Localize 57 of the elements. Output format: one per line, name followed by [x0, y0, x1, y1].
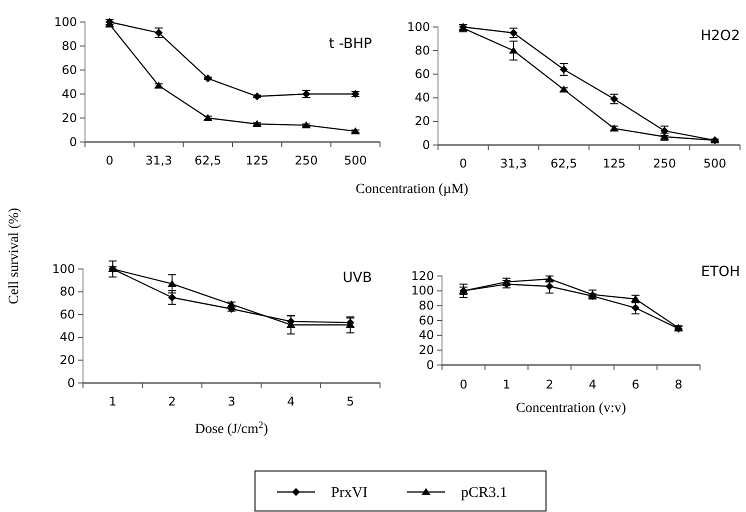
y-tick-label: 0 [69, 134, 77, 149]
x-tick-label: 4 [588, 378, 596, 392]
y-tick-label: 60 [60, 307, 75, 322]
y-tick-label: 0 [426, 358, 434, 372]
y-tick-label: 40 [418, 328, 434, 342]
x-tick-label: 2 [546, 378, 554, 392]
x-tick-label: 125 [246, 154, 269, 168]
x-tick-label: 1 [502, 378, 510, 392]
x-tick-label: 0 [459, 156, 467, 171]
text: t -BHP [328, 36, 372, 52]
x-tick-label: 250 [653, 156, 676, 171]
x-tick-label: 31,3 [145, 154, 172, 168]
y-tick-label: 80 [60, 284, 75, 299]
chart-title: ETOH [701, 264, 740, 280]
x-axis-title: Dose (J/cm$^{2}$) [195, 420, 268, 437]
x-axis-title: Concentration (µM) [356, 182, 469, 197]
chart-title: UVB [342, 270, 372, 286]
y-tick-label: 100 [52, 262, 75, 276]
chart-title: H2O2 [700, 28, 740, 44]
x-tick-label: 0 [106, 154, 114, 168]
y-tick-label: 20 [62, 110, 77, 125]
legend-label: PrxVI [331, 485, 368, 501]
y-tick-label: 60 [62, 62, 77, 77]
y-tick-label: 60 [418, 313, 434, 328]
x-tick-label: 125 [602, 156, 626, 171]
y-tick-label: 100 [54, 14, 77, 29]
x-tick-label: 62,5 [194, 154, 222, 168]
y-tick-label: 100 [411, 284, 434, 298]
y-tick-label: 40 [414, 90, 430, 105]
y-tick-label: 120 [411, 268, 434, 283]
x-tick-label: 1 [108, 394, 117, 409]
x-tick-label: 31,3 [500, 156, 527, 171]
x-tick-label: 62,5 [550, 156, 578, 171]
x-tick-label: 2 [168, 394, 176, 409]
y-tick-label: 20 [60, 353, 75, 368]
y-tick-label: 80 [414, 43, 430, 58]
y-tick-label: 80 [62, 38, 77, 53]
y-axis-title: Cell survival (%) [7, 207, 22, 304]
y-tick-label: 80 [418, 298, 434, 313]
y-tick-label: 0 [422, 138, 430, 152]
x-tick-label: 4 [287, 394, 295, 409]
y-tick-label: 40 [60, 330, 75, 344]
x-tick-label: 8 [674, 378, 682, 392]
x-tick-label: 5 [346, 394, 354, 409]
y-tick-label: 40 [62, 86, 77, 101]
y-tick-label: 100 [407, 20, 430, 34]
legend-label: pCR3.1 [461, 485, 508, 501]
x-tick-label: 0 [460, 378, 468, 392]
x-tick-label: 3 [228, 394, 236, 409]
y-tick-label: 60 [414, 67, 430, 82]
x-axis-title: Concentration (v:v) [516, 401, 626, 416]
y-tick-label: 20 [418, 343, 434, 358]
x-tick-label: 500 [344, 154, 367, 168]
x-tick-label: 500 [703, 156, 726, 171]
y-tick-label: 20 [414, 114, 430, 128]
x-tick-label: 250 [294, 154, 318, 168]
x-tick-label: 6 [632, 378, 640, 392]
